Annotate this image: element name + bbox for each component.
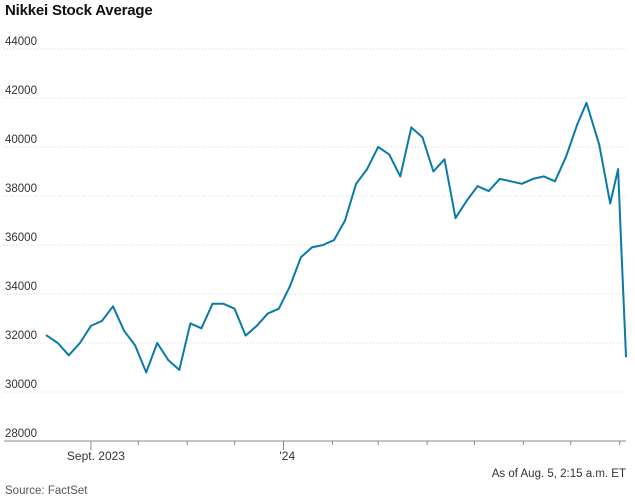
data-point xyxy=(344,219,346,222)
data-point xyxy=(233,307,236,310)
data-point xyxy=(617,168,619,171)
data-point xyxy=(509,180,512,183)
data-point xyxy=(56,342,59,344)
data-point xyxy=(244,334,247,337)
data-point xyxy=(576,124,578,126)
source-note: Source: FactSet xyxy=(5,485,88,497)
y-tick-label-34000: 34000 xyxy=(5,281,37,293)
data-point xyxy=(300,256,302,259)
y-tick-label-40000: 40000 xyxy=(5,134,37,146)
data-point xyxy=(145,371,148,374)
x-tick-label-0: Sept. 2023 xyxy=(67,449,125,463)
data-point xyxy=(625,355,627,358)
data-point xyxy=(255,325,258,327)
data-point xyxy=(620,246,623,249)
data-point xyxy=(554,180,556,183)
data-point xyxy=(565,155,567,158)
y-tick-label-32000: 32000 xyxy=(5,330,37,342)
data-point xyxy=(189,322,192,325)
data-point xyxy=(134,344,137,347)
data-point xyxy=(266,312,269,315)
chart-title: Nikkei Stock Average xyxy=(5,2,153,19)
data-point xyxy=(222,302,225,305)
data-point xyxy=(79,342,81,344)
x-axis-ticks: Sept. 2023 '24 xyxy=(67,441,621,463)
y-tick-label-44000: 44000 xyxy=(5,36,37,48)
y-tick-label-42000: 42000 xyxy=(5,85,37,97)
y-tick-label-28000: 28000 xyxy=(5,428,37,440)
data-point xyxy=(322,244,324,246)
data-point xyxy=(101,320,103,322)
data-point xyxy=(277,307,280,310)
data-point xyxy=(388,153,391,156)
grid-lines xyxy=(4,48,626,393)
data-point xyxy=(112,305,114,308)
data-point xyxy=(333,239,335,242)
data-point xyxy=(532,178,534,180)
data-point xyxy=(487,190,490,193)
data-point xyxy=(200,327,203,330)
data-points xyxy=(45,102,627,374)
data-point xyxy=(443,158,446,161)
data-point xyxy=(609,202,612,205)
data-point xyxy=(410,126,413,129)
data-point xyxy=(432,170,435,173)
data-point xyxy=(167,359,170,361)
data-point xyxy=(355,182,357,185)
data-point xyxy=(366,168,368,171)
y-axis-tick-labels: 28000 30000 32000 34000 36000 38000 40000 42000… xyxy=(5,36,37,440)
data-point xyxy=(178,369,181,371)
as-of-timestamp: As of Aug. 5, 2:15 a.m. ET xyxy=(491,468,626,480)
data-point xyxy=(311,246,313,249)
data-point xyxy=(598,143,601,146)
nikkei-series-line xyxy=(45,101,627,374)
data-point xyxy=(465,200,468,202)
data-point xyxy=(399,175,402,178)
data-point xyxy=(543,175,545,178)
y-tick-label-38000: 38000 xyxy=(5,183,37,195)
x-tick-label-1: '24 xyxy=(279,449,295,463)
data-point xyxy=(377,146,380,148)
data-point xyxy=(45,334,48,337)
y-tick-label-30000: 30000 xyxy=(5,379,37,391)
y-tick-label-36000: 36000 xyxy=(5,232,37,244)
data-point xyxy=(454,217,457,220)
data-point xyxy=(498,178,501,180)
data-point xyxy=(288,285,291,288)
data-point xyxy=(90,325,92,327)
data-point xyxy=(421,136,424,139)
data-point xyxy=(67,354,70,357)
data-point xyxy=(123,329,125,332)
data-point xyxy=(476,185,479,188)
data-point xyxy=(156,342,159,344)
data-point xyxy=(520,182,523,185)
data-point xyxy=(585,102,588,104)
data-point xyxy=(211,302,214,305)
